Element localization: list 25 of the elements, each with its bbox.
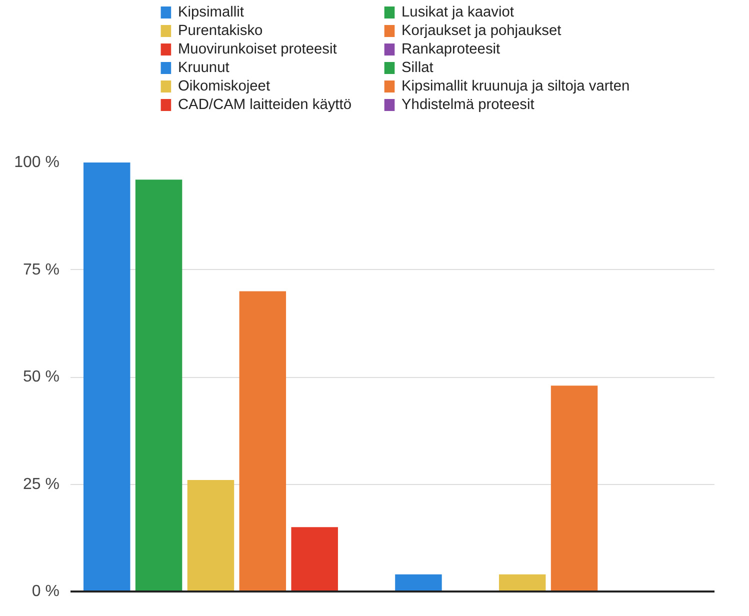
legend-label: Sillat (402, 60, 434, 76)
y-tick-label: 75 % (23, 261, 60, 278)
y-tick-label: 100 % (14, 154, 60, 171)
y-tick-label: 0 % (32, 583, 60, 600)
bar (135, 180, 182, 592)
legend-label: Lusikat ja kaaviot (402, 4, 514, 20)
legend-label: Rankaproteesit (402, 42, 500, 58)
legend-label: CAD/CAM laitteiden käyttö (178, 97, 352, 113)
bar (239, 291, 286, 592)
bar (83, 162, 130, 592)
legend-label: Muovirunkoiset proteesit (178, 42, 337, 58)
legend-label: Oikomiskojeet (178, 78, 270, 94)
bar (550, 386, 598, 592)
bar (395, 574, 442, 592)
legend-label: Korjaukset ja pohjaukset (402, 23, 562, 39)
y-tick-label: 50 % (23, 368, 60, 386)
legend-label: Yhdistelmä proteesit (402, 97, 534, 113)
legend-label: Kipsimallit (178, 4, 244, 20)
legend-label: Kruunut (178, 60, 230, 76)
bar (498, 574, 546, 592)
legend-label: Purentakisko (178, 23, 263, 39)
bar (291, 527, 338, 592)
y-tick-label: 25 % (23, 476, 60, 493)
legend-label: Kipsimallit kruunuja ja siltoja varten (402, 78, 630, 94)
bar (187, 480, 234, 592)
